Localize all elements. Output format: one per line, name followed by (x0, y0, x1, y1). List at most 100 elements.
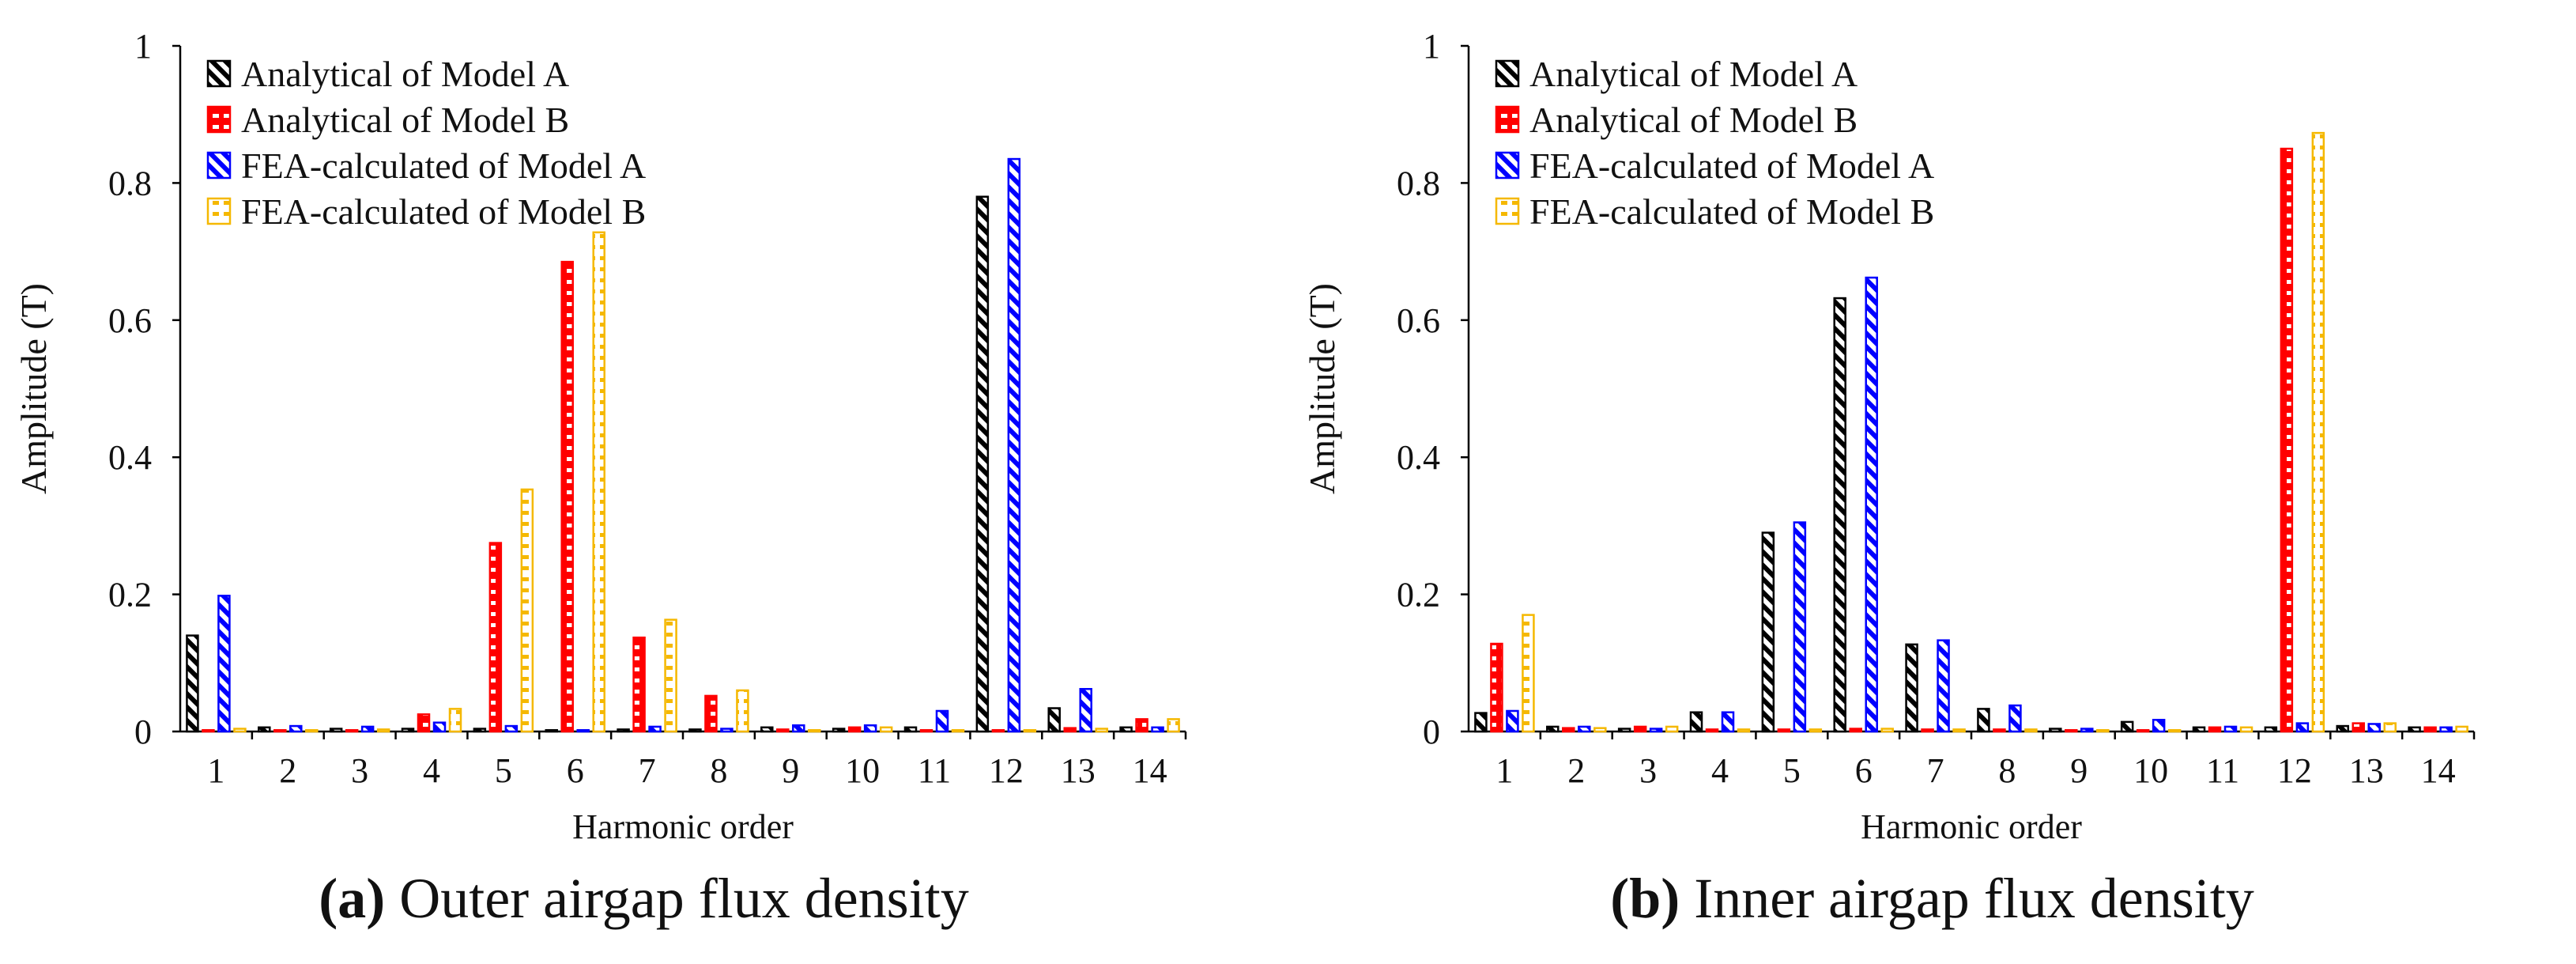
bar-2-h2 (273, 729, 287, 733)
bar-3-h3 (360, 725, 375, 733)
bar-2-h4 (417, 713, 431, 733)
x-tick-label: 11 (918, 751, 951, 790)
bar-1-h10 (832, 728, 846, 733)
legend-label-2: Analytical of Model B (1529, 100, 1858, 140)
bar-3-h1 (217, 595, 231, 733)
bar-4-h11 (2239, 726, 2254, 733)
x-tick-label: 2 (279, 751, 296, 790)
caption-b-letter: (b) (1610, 867, 1680, 930)
chart-b: 00.20.40.60.811 2 3 4 5 6 7 8 9 10 11 12 13 14Harmoni… (1302, 27, 2476, 846)
bar-1-h3 (1617, 728, 1631, 733)
legend-label-1: Analytical of Model A (1529, 54, 1858, 94)
bar-4-h9 (808, 729, 821, 733)
bar-2-h1 (202, 729, 215, 733)
x-tick-label: 8 (1998, 751, 2016, 790)
bar-3-h7 (648, 725, 662, 733)
bar-2-h6 (1849, 728, 1862, 733)
bar-1-h12 (2264, 726, 2278, 733)
bar-1-h9 (2049, 728, 2062, 733)
bar-1-h6 (1833, 297, 1846, 733)
bar-4-h8 (736, 689, 749, 733)
bar-3-h1 (1506, 709, 1519, 733)
x-tick-label: 9 (782, 751, 799, 790)
x-tick-label: 5 (1783, 751, 1801, 790)
bar-1-h12 (975, 195, 990, 733)
x-axis-title: Harmonic order (1861, 807, 2082, 846)
bar-1-h3 (329, 728, 343, 733)
bar-2-h1 (1490, 642, 1503, 733)
bar-2-h10 (2136, 729, 2150, 733)
x-tick-label: 1 (1495, 751, 1513, 790)
bar-3-h6 (1865, 276, 1878, 733)
bar-2-h2 (1562, 727, 1575, 733)
bar-4-h3 (1665, 725, 1679, 733)
y-tick-label: 0.2 (108, 576, 152, 614)
bar-1-h11 (2192, 726, 2206, 733)
bar-3-h8 (720, 728, 734, 733)
bar-3-h6 (576, 729, 590, 733)
bar-1-h7 (1905, 643, 1918, 733)
bar-1-h10 (2120, 720, 2134, 733)
caption-a: (a) Outer airgap flux density (0, 866, 1288, 932)
bar-4-h13 (1095, 728, 1108, 733)
y-tick-label: 0.8 (108, 164, 152, 202)
bar-4-h10 (879, 726, 893, 733)
bar-1-h13 (2336, 724, 2349, 733)
bar-4-h7 (1952, 728, 1966, 733)
legend-label-4: FEA-calculated of Model B (1529, 191, 1934, 232)
chart-a: 00.20.40.60.811 2 3 4 5 6 7 8 9 10 11 12 13 14Harmoni… (13, 27, 1187, 846)
x-tick-label: 3 (1639, 751, 1657, 790)
bar-2-h14 (1135, 718, 1148, 733)
bar-3-h14 (1151, 726, 1164, 733)
bar-1-h4 (1689, 711, 1703, 733)
y-tick-label: 0 (134, 713, 152, 751)
bar-3-h8 (2008, 704, 2022, 733)
bar-4-h1 (233, 728, 247, 733)
bar-1-h1 (186, 634, 199, 733)
bar-3-h5 (1793, 521, 1807, 733)
legend-label-1: Analytical of Model A (241, 54, 569, 94)
legend-swatch-4 (1495, 197, 1520, 225)
bar-2-h7 (1921, 728, 1934, 733)
y-tick-label: 0.8 (1397, 164, 1440, 202)
bar-1-h11 (903, 726, 918, 733)
x-tick-label: 11 (2206, 751, 2239, 790)
x-axis-title: Harmonic order (572, 807, 794, 846)
bar-3-h13 (1079, 687, 1092, 733)
bar-1-h4 (401, 728, 415, 733)
y-tick-label: 0.2 (1397, 576, 1440, 614)
bar-3-h5 (504, 724, 519, 733)
y-tick-label: 1 (1423, 27, 1440, 66)
bar-1-h6 (545, 729, 558, 733)
bar-4-h1 (1522, 614, 1535, 733)
bar-2-h5 (488, 542, 503, 733)
x-tick-label: 13 (1061, 751, 1096, 790)
bar-3-h9 (2080, 728, 2094, 733)
bar-1-h5 (1761, 531, 1775, 733)
bar-3-h10 (863, 724, 877, 733)
x-tick-label: 7 (639, 751, 656, 790)
bar-3-h4 (432, 721, 447, 733)
bar-3-h11 (2223, 725, 2238, 733)
x-tick-label: 1 (207, 751, 224, 790)
bar-2-h9 (2065, 729, 2078, 733)
chart-panel-b: 0 0.2 0.4 0.6 0.8 1 1 2 3 4 5 6 7 8 9 10 11 12 13 14 Harmoni… (1288, 0, 2576, 964)
legend-swatch-1 (206, 59, 232, 88)
x-tick-label: 8 (710, 751, 727, 790)
bar-2-h4 (1705, 728, 1719, 733)
bar-2-h10 (847, 726, 862, 733)
bar-1-h7 (617, 728, 630, 733)
x-tick-label: 10 (2133, 751, 2168, 790)
caption-a-text: Outer airgap flux density (385, 867, 969, 930)
x-tick-label: 12 (2277, 751, 2312, 790)
legend-label-4: FEA-calculated of Model B (241, 191, 646, 232)
bar-4-h2 (1593, 727, 1607, 733)
bar-4-h5 (520, 488, 534, 733)
bar-4-h9 (2096, 729, 2110, 733)
bar-4-h6 (1880, 728, 1894, 733)
bar-3-h11 (935, 709, 949, 733)
legend-swatch-3 (1495, 151, 1520, 180)
bar-2-h3 (1633, 725, 1647, 733)
bar-1-h14 (2408, 726, 2421, 733)
legend-label-3: FEA-calculated of Model A (241, 146, 646, 186)
